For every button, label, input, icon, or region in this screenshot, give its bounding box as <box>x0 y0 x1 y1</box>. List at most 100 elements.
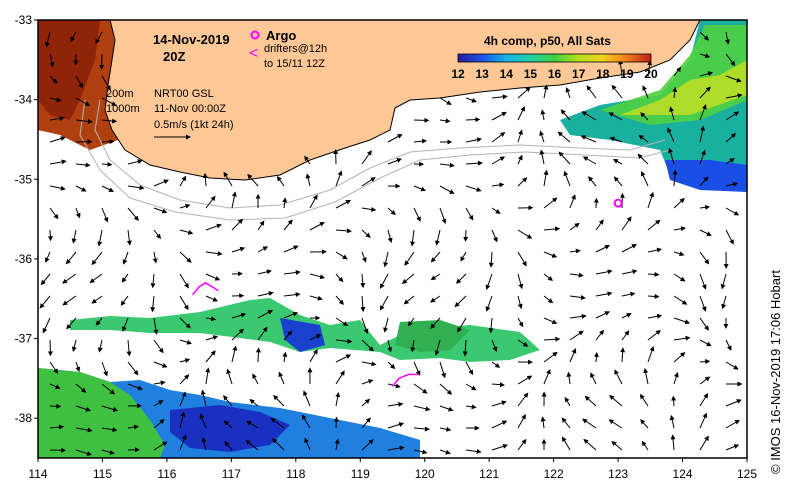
current-vector <box>282 351 288 363</box>
current-vector <box>465 117 481 123</box>
current-vector <box>153 339 164 354</box>
lat-tick-label: -37 <box>15 332 33 346</box>
current-vector <box>465 361 474 376</box>
current-vector <box>65 251 77 265</box>
current-vector <box>101 97 117 106</box>
lon-tick-label: 125 <box>737 467 757 481</box>
current-vector <box>699 229 712 236</box>
colorbar-title: 4h comp, p50, All Sats <box>484 34 611 48</box>
current-vector <box>595 219 604 231</box>
current-vector <box>673 317 691 325</box>
current-vector <box>517 295 523 310</box>
current-vector <box>673 372 679 385</box>
current-vector <box>647 329 661 341</box>
current-vector <box>543 197 558 209</box>
current-vector <box>565 87 571 99</box>
current-vector <box>543 317 558 325</box>
current-vector <box>101 361 108 377</box>
current-vector <box>543 336 561 342</box>
current-vector <box>122 317 129 332</box>
current-vector <box>539 149 545 165</box>
current-vector <box>49 383 61 390</box>
current-vector <box>75 162 91 168</box>
lat-tick-label: -38 <box>15 411 33 425</box>
current-vector <box>179 317 191 329</box>
current-vector <box>488 251 494 268</box>
current-vector <box>257 310 273 319</box>
current-vector <box>413 207 421 222</box>
current-vector <box>673 66 682 77</box>
current-vector <box>595 269 613 275</box>
colorbar-tick-label: 14 <box>500 67 514 81</box>
sst-band-mid-blue <box>280 318 325 352</box>
current-vector <box>153 361 168 368</box>
current-vector <box>101 405 119 412</box>
current-vector <box>491 207 501 214</box>
current-vector <box>609 394 623 407</box>
current-vector <box>97 229 103 247</box>
current-vector <box>257 220 265 231</box>
current-vector <box>224 441 233 451</box>
current-vector <box>246 420 259 429</box>
current-vector <box>517 177 528 187</box>
current-vector <box>491 229 498 243</box>
current-vector <box>127 424 139 430</box>
current-vector <box>640 170 649 187</box>
current-vector <box>361 150 372 165</box>
current-vector <box>517 273 524 290</box>
current-vector <box>413 449 428 455</box>
current-vector <box>231 345 238 363</box>
current-vector <box>669 414 675 429</box>
current-vector <box>361 317 369 335</box>
current-vector <box>647 219 661 231</box>
latitude-axis: -33 -34 -35 -36 -37 -38 <box>15 13 38 425</box>
current-vector <box>89 273 103 284</box>
current-vector <box>517 251 527 267</box>
current-vector <box>725 399 742 407</box>
current-vector <box>543 273 553 281</box>
current-vector <box>335 354 352 363</box>
current-vector <box>49 185 66 191</box>
current-vector <box>153 179 169 187</box>
current-vector <box>434 339 441 356</box>
current-vector <box>517 317 524 328</box>
current-vector <box>153 207 168 214</box>
current-vector <box>205 335 219 341</box>
current-vector <box>647 293 660 299</box>
sst-warm-west-edge <box>38 20 100 120</box>
current-vector <box>179 374 190 385</box>
current-vector <box>49 75 58 84</box>
current-vector <box>725 75 742 83</box>
current-vector <box>640 419 649 429</box>
current-vector <box>75 405 92 412</box>
current-vector <box>647 60 653 77</box>
lat-tick-label: -36 <box>15 252 33 266</box>
current-vector <box>583 438 597 451</box>
current-vector <box>413 361 421 376</box>
current-vector <box>647 345 655 363</box>
current-vector <box>465 383 477 391</box>
current-vector <box>101 427 118 433</box>
current-vector <box>590 372 597 385</box>
current-vector <box>673 352 686 363</box>
current-vector <box>45 31 51 48</box>
current-vector <box>361 177 376 187</box>
current-vector <box>699 412 708 429</box>
lon-tick-label: 119 <box>351 467 370 481</box>
current-vector <box>540 109 546 121</box>
lon-tick-label: 123 <box>608 467 628 481</box>
current-vector <box>387 229 393 244</box>
current-vector <box>101 139 115 145</box>
current-vector <box>608 112 623 121</box>
current-vectors <box>39 31 743 456</box>
current-vector <box>569 313 587 319</box>
depth-200-label: 200m <box>106 88 134 100</box>
current-vector <box>153 419 165 429</box>
current-vector <box>270 417 285 429</box>
current-vector <box>309 273 326 280</box>
current-vector <box>413 426 430 432</box>
current-vector <box>205 273 221 281</box>
current-vector <box>335 295 344 305</box>
current-vector <box>282 197 288 209</box>
drifter-tracks <box>192 281 419 387</box>
